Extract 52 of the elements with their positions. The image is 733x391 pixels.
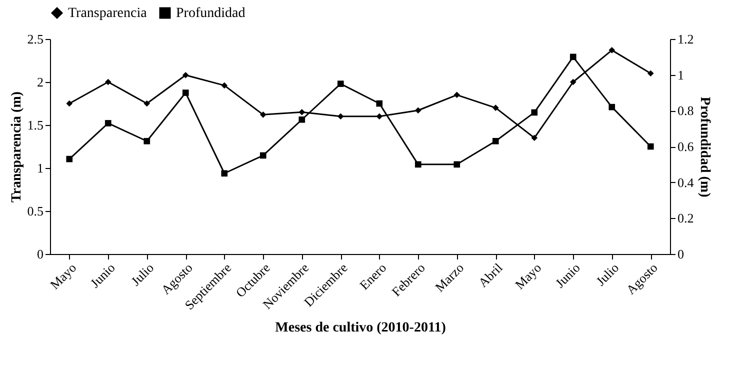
point [570, 54, 576, 60]
point [221, 170, 228, 177]
y-tick-label: 0.5 [27, 204, 44, 218]
y-tick-label: 1 [37, 160, 44, 176]
point [144, 100, 150, 107]
point [647, 70, 654, 77]
y2-tick-label: 0.8 [678, 103, 694, 118]
point [66, 100, 73, 107]
point [531, 109, 538, 116]
point [414, 107, 422, 114]
point [66, 156, 73, 162]
point [337, 80, 344, 87]
x-tick-label: Julio [593, 260, 622, 289]
point [298, 116, 306, 123]
point [144, 138, 150, 144]
y2-tick-label: 1.2 [678, 32, 694, 46]
point [608, 47, 616, 54]
point [260, 112, 266, 118]
point [104, 78, 112, 86]
point [570, 78, 576, 86]
point [608, 104, 616, 110]
y-tick-label: 1.5 [27, 118, 44, 132]
y2-tick-label: 0.4 [678, 174, 694, 190]
y2-tick-label: 0 [678, 246, 684, 262]
point [492, 104, 499, 111]
point [454, 92, 460, 98]
x-tick-label: Julio [128, 260, 157, 289]
point [647, 143, 654, 150]
point [492, 138, 499, 144]
y-tick-label: 2 [37, 74, 44, 90]
point [104, 120, 112, 126]
y2-axis-title: Profundidad (m) [696, 96, 712, 198]
point [337, 113, 344, 120]
point [221, 82, 228, 89]
y-tick-label: 0 [37, 246, 44, 262]
y2-tick-label: 0.6 [678, 139, 694, 154]
point [182, 72, 189, 78]
y-axis-title: Transparencia (m) [9, 91, 24, 203]
point [182, 90, 189, 96]
y2-tick-label: 1 [678, 67, 684, 82]
point [454, 161, 460, 168]
y2-tick-label: 0.2 [678, 210, 694, 226]
point [414, 161, 422, 168]
point [260, 152, 266, 159]
point [376, 113, 383, 120]
legend-label: Profundidad [176, 6, 246, 21]
point [376, 100, 383, 107]
y-tick-label: 2.5 [27, 32, 44, 46]
point [298, 108, 306, 116]
point [531, 134, 538, 142]
x-axis-title: Meses de cultivo (2010-2011) [275, 320, 446, 336]
legend-label: Transparencia [68, 6, 148, 21]
